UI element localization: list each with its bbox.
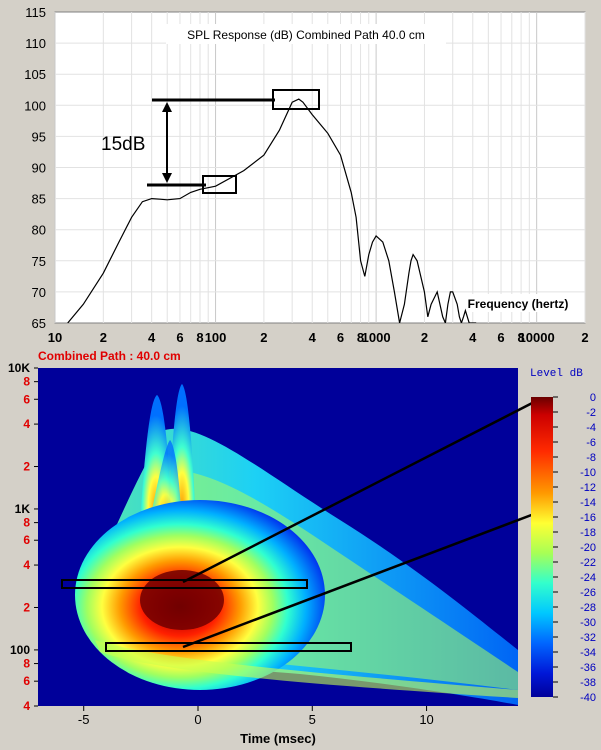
- cbar-tick: -2: [586, 407, 596, 419]
- cbar-tick: -30: [580, 617, 596, 629]
- spl-y-tick: 75: [32, 254, 46, 269]
- csd-x-axis-label: Time (msec): [240, 731, 316, 746]
- csd-y-tick: 2: [23, 600, 30, 614]
- spl-y-tick: 105: [24, 67, 46, 82]
- cbar-tick: -40: [580, 692, 596, 704]
- csd-x-tick: 0: [194, 712, 201, 727]
- cbar-tick: -34: [580, 647, 596, 659]
- csd-y-tick: 4: [23, 417, 30, 431]
- spl-x-tick: 6: [337, 330, 344, 345]
- csd-x-tick: 10: [419, 712, 433, 727]
- cbar-tick: -18: [580, 527, 596, 539]
- csd-header: Combined Path : 40.0 cm: [38, 349, 181, 363]
- cbar-tick: -10: [580, 467, 596, 479]
- spl-15db-annotation: 15dB: [101, 134, 145, 155]
- csd-x-tick: 5: [309, 712, 316, 727]
- spl-horizontal-grid: [55, 42, 585, 293]
- cbar-tick: -24: [580, 572, 596, 584]
- csd-y-tick: 6: [23, 533, 30, 547]
- csd-y-tick: 10K: [8, 361, 30, 375]
- spl-x-tick: 4: [148, 330, 156, 345]
- spl-x-tick: 2: [421, 330, 428, 345]
- csd-y-tick: 6: [23, 674, 30, 688]
- spl-y-tick: 100: [24, 98, 46, 113]
- spl-y-tick: 110: [25, 36, 46, 51]
- csd-y-tick: 1K: [15, 502, 31, 516]
- spl-x-tick: 2: [581, 330, 588, 345]
- csd-y-tick: 6: [23, 392, 30, 406]
- spl-y-tick: 95: [32, 129, 46, 144]
- spl-x-tick: 8: [357, 330, 364, 345]
- spl-title: SPL Response (dB) Combined Path 40.0 cm: [187, 28, 425, 42]
- csd-y-tick: 4: [23, 558, 30, 572]
- cbar-tick: -4: [586, 422, 596, 434]
- csd-y-tick: 8: [23, 657, 30, 671]
- spl-x-tick: 2: [260, 330, 267, 345]
- spl-x-tick: 10000: [519, 330, 555, 345]
- spl-y-tick: 65: [32, 316, 46, 331]
- cbar-tick: -32: [580, 632, 596, 644]
- spl-y-tick: 90: [32, 161, 46, 176]
- spl-x-tick: 8: [196, 330, 203, 345]
- spl-x-tick: 4: [469, 330, 477, 345]
- spl-x-tick: 4: [309, 330, 317, 345]
- csd-colorbar-title: Level dB: [530, 368, 583, 380]
- spl-x-tick: 2: [100, 330, 107, 345]
- spl-title-bg: [166, 24, 446, 44]
- cbar-tick: -38: [580, 677, 596, 689]
- csd-colorbar-tick-labels: 0 -2 -4 -6 -8 -10 -12 -14 -16 -18 -20 -22 -24 -26 -28 -…: [553, 392, 596, 704]
- spl-annotations: [147, 89, 320, 194]
- spl-y-tick: 85: [32, 192, 46, 207]
- csd-annotations: [61, 396, 543, 652]
- cbar-tick: -26: [580, 587, 596, 599]
- csd-y-tick: 100: [10, 643, 30, 657]
- cbar-tick: -8: [586, 452, 596, 464]
- csd-y-tick: 2: [23, 460, 30, 474]
- cbar-tick: -22: [580, 557, 596, 569]
- spl-x-tick: 8: [517, 330, 524, 345]
- csd-y-tick: 8: [23, 375, 30, 389]
- spl-x-tick: 6: [497, 330, 504, 345]
- csd-colorbar: [531, 397, 553, 697]
- spl-x-tick: 6: [176, 330, 183, 345]
- cbar-tick: -14: [580, 497, 596, 509]
- spl-y-tick-labels: 115 110 105 100 95 90 85 80 75 70 65: [24, 5, 46, 331]
- spl-x-tick: 1000: [362, 330, 391, 345]
- cbar-tick: 0: [590, 392, 596, 404]
- spl-y-tick: 115: [25, 5, 46, 20]
- spl-x-axis-label: Frequency (hertz): [468, 297, 569, 311]
- cbar-tick: -6: [586, 437, 596, 449]
- cbar-tick: -12: [580, 482, 596, 494]
- cbar-tick: -16: [580, 512, 596, 524]
- spl-x-tick: 10: [48, 330, 62, 345]
- cbar-tick: -20: [580, 542, 596, 554]
- csd-y-tick: 4: [23, 699, 30, 713]
- spl-response-curve: [67, 98, 477, 323]
- spl-y-tick: 80: [32, 223, 46, 238]
- cbar-tick: -28: [580, 602, 596, 614]
- spl-x-tick: 100: [205, 330, 227, 345]
- spl-x-label-bg: [462, 294, 574, 312]
- csd-y-tick: 8: [23, 516, 30, 530]
- cbar-tick: -36: [580, 662, 596, 674]
- csd-x-tick-labels: -5 0 5 10: [78, 706, 434, 727]
- spl-y-tick: 70: [32, 285, 46, 300]
- csd-x-tick: -5: [78, 712, 90, 727]
